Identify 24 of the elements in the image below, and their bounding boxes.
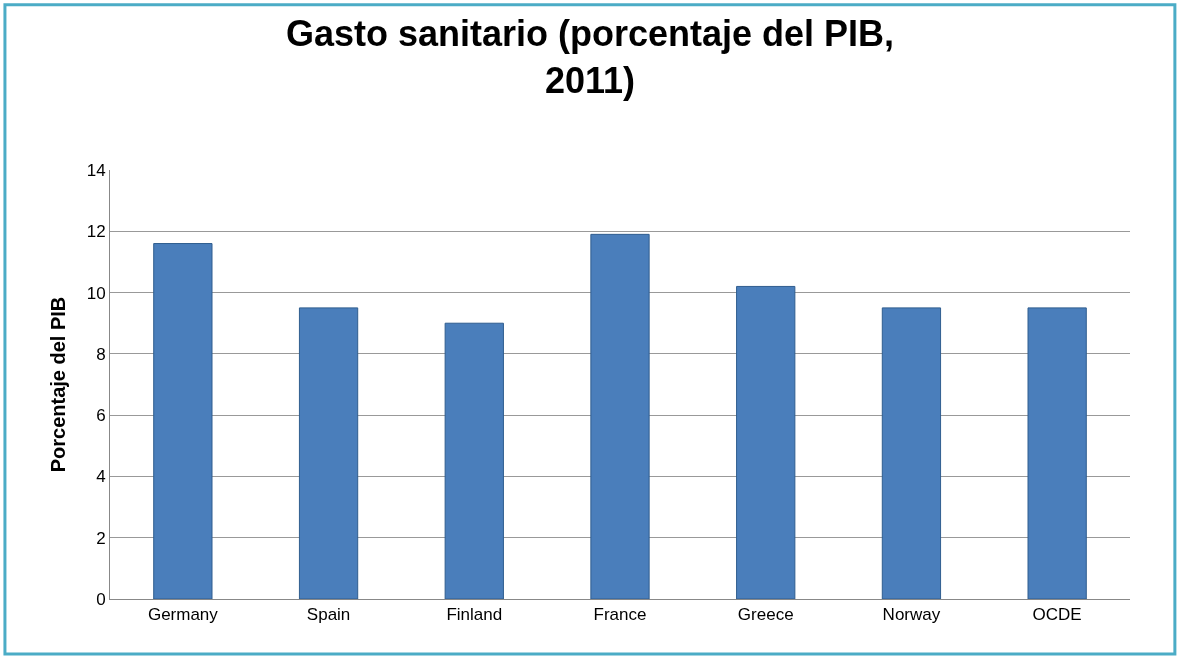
x-tick-label: OCDE xyxy=(1032,605,1082,625)
x-tick-label: Spain xyxy=(306,605,351,625)
y-axis-title: Porcentaje del PIB xyxy=(47,296,70,473)
y-tick-label: 2 xyxy=(96,528,106,548)
bar xyxy=(736,285,796,599)
bar xyxy=(444,322,504,599)
y-tick-label: 14 xyxy=(86,160,106,180)
bar xyxy=(1027,307,1087,599)
y-tick-label: 8 xyxy=(96,344,106,364)
y-tick-label: 6 xyxy=(96,406,106,426)
y-tick-label: 0 xyxy=(96,589,106,609)
chart-title: Gasto sanitario (porcentaje del PIB, 2011) xyxy=(285,13,895,101)
y-tick-label: 12 xyxy=(86,222,106,242)
bar xyxy=(153,243,213,599)
bar xyxy=(590,233,650,599)
x-tick-label: France xyxy=(593,605,647,625)
x-tick-label: Greece xyxy=(737,605,794,625)
bar xyxy=(298,307,359,599)
y-tick-label: 4 xyxy=(96,467,106,487)
y-tick-label: 10 xyxy=(86,283,106,303)
bar xyxy=(881,307,942,599)
x-tick-label: Germany xyxy=(147,605,219,625)
x-tick-label: Norway xyxy=(882,605,941,625)
x-tick-label: Finland xyxy=(446,605,503,625)
